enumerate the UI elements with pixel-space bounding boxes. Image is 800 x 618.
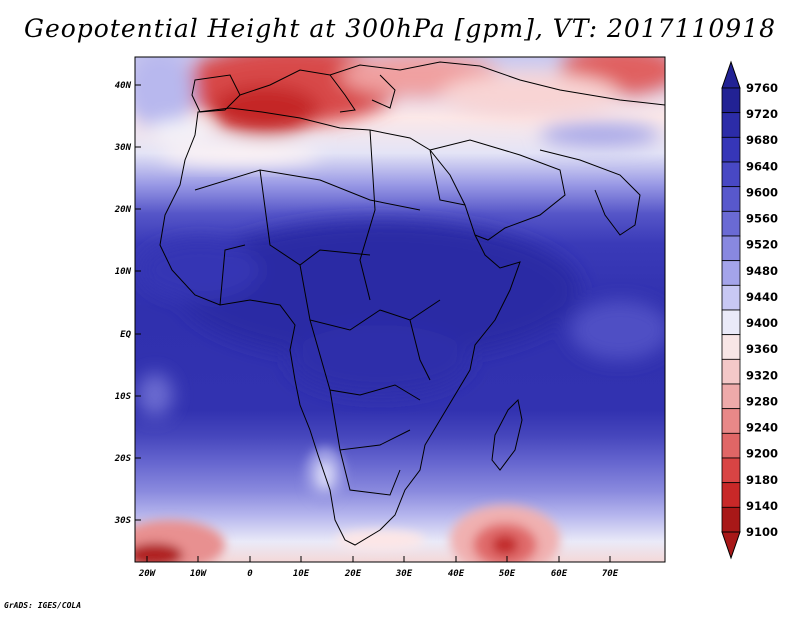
colorbar-level-label: 9140 [746, 499, 778, 513]
lon-label-20e: 20E [344, 569, 362, 579]
colorbar-swatch [721, 210, 741, 237]
lon-label-70e: 70E [602, 569, 619, 579]
colorbar-level-label: 9240 [746, 421, 778, 435]
colorbar-boxes [721, 60, 741, 560]
credit-text: GrADS: IGES/COLA [4, 601, 82, 610]
lat-label-eq: EQ [120, 330, 131, 340]
coastlines [159, 61, 665, 546]
colorbar-swatch [721, 457, 741, 484]
map-title: Geopotential Height at 300hPa [gpm], VT:… [23, 14, 777, 43]
colorbar-swatch [721, 482, 741, 508]
lon-label-40e: 40E [448, 569, 465, 579]
colorbar-level-label: 9400 [746, 316, 778, 330]
lon-label-10w: 10W [190, 569, 208, 579]
colorbar-swatch [721, 506, 741, 533]
colorbar-swatch [721, 235, 741, 262]
lat-label-20s: 20S [114, 454, 132, 464]
colorbar-level-label: 9480 [746, 264, 778, 278]
colorbar-level-label: 9100 [746, 525, 778, 539]
colorbar-swatch [721, 309, 741, 336]
lat-label-10n: 10N [115, 267, 132, 277]
colorbar-swatch [721, 358, 741, 385]
colorbar-swatch [721, 260, 741, 286]
colorbar-level-label: 9600 [746, 185, 778, 199]
colorbar-level-label: 9320 [746, 368, 778, 382]
lon-label-0: 0 [247, 569, 253, 579]
axis-ticks [135, 84, 611, 562]
colorbar-level-label: 9560 [746, 212, 778, 226]
lon-label-30e: 30E [395, 569, 413, 579]
colorbar-bottom-arrow [721, 531, 741, 560]
colorbar-level-label: 9680 [746, 133, 778, 147]
colorbar-swatch [721, 284, 741, 311]
colorbar-level-label: 9760 [746, 81, 778, 95]
colorbar-swatch [721, 186, 741, 212]
colorbar-swatch [721, 383, 741, 410]
lat-label-40n: 40N [115, 81, 132, 91]
lon-label-50e: 50E [499, 569, 516, 579]
lon-label-20w: 20W [138, 569, 157, 579]
lat-label-10s: 10S [115, 392, 132, 402]
lat-label-30n: 30N [114, 143, 132, 153]
colorbar-swatch [721, 408, 741, 434]
colorbar-level-label: 9180 [746, 473, 778, 487]
colorbar-swatch [721, 432, 741, 459]
colorbar-top-arrow [721, 60, 741, 89]
lon-label-10e: 10E [293, 569, 310, 579]
colorbar-swatch [721, 112, 741, 138]
colorbar-swatch [721, 136, 741, 163]
colorbar-swatch [721, 161, 741, 188]
colorbar-level-label: 9360 [746, 342, 778, 356]
lat-label-30s: 30S [114, 516, 132, 526]
colorbar-level-label: 9640 [746, 159, 778, 173]
colorbar-level-label: 9720 [746, 107, 778, 121]
colorbar-level-label: 9520 [746, 238, 778, 252]
colorbar-labels: 9760 9720 9680 9640 9600 9560 9520 9480 9440 9400… [746, 81, 778, 539]
lat-label-20n: 20N [114, 205, 132, 215]
colorbar-level-label: 9440 [746, 290, 778, 304]
colorbar-level-label: 9280 [746, 394, 778, 408]
map-frame [134, 56, 666, 563]
field-shading [135, 57, 665, 562]
lon-label-60e: 60E [551, 569, 568, 579]
colorbar-swatch [721, 334, 741, 360]
colorbar-swatch [721, 87, 741, 114]
colorbar-level-label: 9200 [746, 447, 778, 461]
